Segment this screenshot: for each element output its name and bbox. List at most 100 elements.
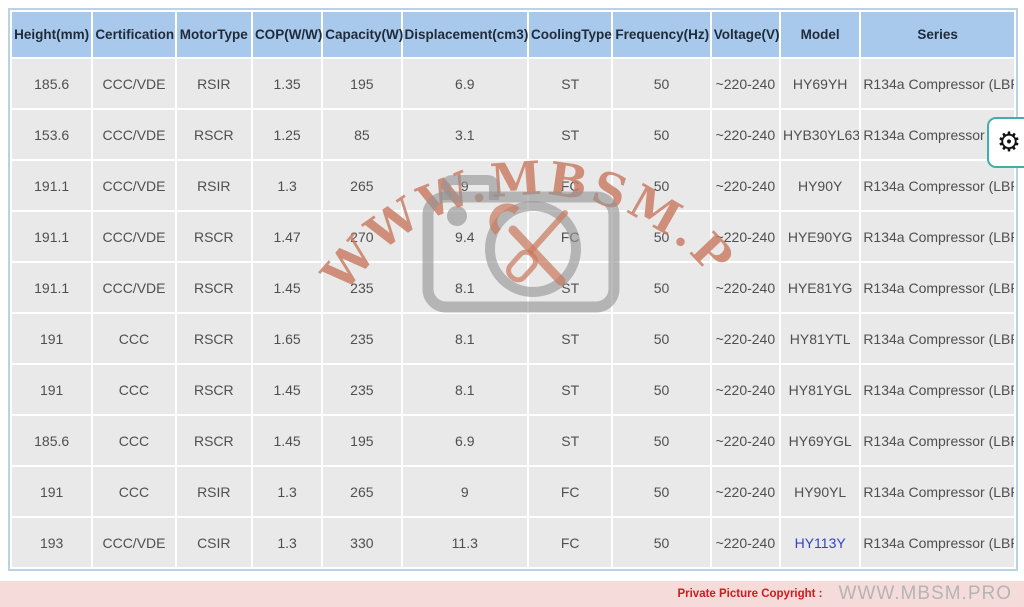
table-cell: CCC/VDE — [93, 59, 175, 108]
table-cell: RSCR — [176, 416, 251, 465]
column-header: COP(W/W) — [252, 12, 322, 57]
table-cell: ~220-240 — [711, 110, 779, 159]
table-cell: 153.6 — [12, 110, 92, 159]
table-cell: RSCR — [176, 314, 251, 363]
column-header: MotorType — [176, 12, 251, 57]
settings-button[interactable]: ⚙ — [987, 117, 1024, 168]
table-cell: HYB30YL63 — [781, 110, 860, 159]
column-header: Frequency(Hz) — [613, 12, 710, 57]
table-cell: 6.9 — [402, 416, 528, 465]
table-cell: R134a Compressor (LBP) — [861, 59, 1014, 108]
table-row: 153.6 CCC/VDE RSCR 1.25 85 3.1 ST 50 ~220-240 HYB… — [12, 110, 1014, 159]
table-cell: 1.45 — [252, 365, 322, 414]
table-cell: ~220-240 — [711, 467, 779, 516]
column-header: Displacement(cm3) — [402, 12, 528, 57]
table-cell: R134a Compressor (LBP) — [861, 263, 1014, 312]
table-cell: FC — [529, 212, 612, 261]
table-cell: 1.45 — [252, 416, 322, 465]
table-cell: 50 — [613, 59, 710, 108]
table-cell: HY81YTL — [781, 314, 860, 363]
table-row: 185.6 CCC RSCR 1.45 195 6.9 ST 50 ~220-240 HY69YG… — [12, 416, 1014, 465]
table-cell: 191 — [12, 467, 92, 516]
table-cell: CCC — [93, 416, 175, 465]
table-cell: ~220-240 — [711, 518, 779, 567]
table-cell: 191.1 — [12, 212, 92, 261]
column-header: Capacity(W) — [323, 12, 403, 57]
table-cell: CSIR — [176, 518, 251, 567]
table-cell: 50 — [613, 467, 710, 516]
column-header: Series — [861, 12, 1014, 57]
table-cell: HY69YH — [781, 59, 860, 108]
table-cell: 185.6 — [12, 59, 92, 108]
table-cell: 265 — [323, 467, 401, 516]
table-cell: ~220-240 — [711, 314, 779, 363]
table-cell: 50 — [613, 365, 710, 414]
table-cell: 330 — [323, 518, 401, 567]
table-cell: 265 — [323, 161, 401, 210]
table-cell: 1.47 — [252, 212, 322, 261]
table-cell: RSCR — [176, 263, 251, 312]
column-header: Voltage(V) — [711, 12, 780, 57]
table-cell: 85 — [323, 110, 401, 159]
table-cell: RSCR — [176, 110, 251, 159]
table-cell: CCC — [93, 365, 175, 414]
table-cell: CCC/VDE — [93, 518, 175, 567]
table-cell: 1.45 — [252, 263, 322, 312]
table-cell: R134a Compressor (LBP) — [861, 212, 1014, 261]
table-cell: 1.3 — [252, 467, 322, 516]
table-cell: 185.6 — [12, 416, 92, 465]
table-cell: 191 — [12, 365, 92, 414]
column-header: Height(mm) — [12, 12, 92, 57]
table-cell: RSIR — [176, 161, 251, 210]
table-cell: ST — [529, 59, 612, 108]
table-cell: 50 — [613, 518, 710, 567]
table-row: 193 CCC/VDE CSIR 1.3 330 11.3 FC 50 ~220-240 HY11… — [12, 518, 1014, 567]
table-cell: R134a Compressor (LBP) — [861, 518, 1014, 567]
site-name: WWW.MBSM.PRO — [838, 583, 1012, 604]
table-cell: 235 — [323, 314, 401, 363]
table-row: 191.1 CCC/VDE RSIR 1.3 265 9 FC 50 ~220-240 HY90Y… — [12, 161, 1014, 210]
table-cell: ~220-240 — [711, 161, 779, 210]
table-cell: 193 — [12, 518, 92, 567]
table-cell: FC — [529, 518, 612, 567]
table-cell: 50 — [613, 263, 710, 312]
table-cell: 50 — [613, 110, 710, 159]
table-cell: CCC — [93, 314, 175, 363]
table-cell: ST — [529, 110, 612, 159]
table-cell: 9.4 — [402, 212, 528, 261]
table-cell: HY81YGL — [781, 365, 860, 414]
table-row: 191 CCC RSCR 1.65 235 8.1 ST 50 ~220-240 HY81YTL R… — [12, 314, 1014, 363]
table-row: 185.6 CCC/VDE RSIR 1.35 195 6.9 ST 50 ~220-240 HY… — [12, 59, 1014, 108]
table-cell: CCC/VDE — [93, 161, 175, 210]
table-body: 185.6 CCC/VDE RSIR 1.35 195 6.9 ST 50 ~220-240 HY… — [12, 59, 1014, 567]
table-cell: FC — [529, 467, 612, 516]
table-cell: 1.3 — [252, 161, 322, 210]
table-cell: 195 — [323, 416, 401, 465]
table-row: 191.1 CCC/VDE RSCR 1.47 270 9.4 FC 50 ~220-240 HY… — [12, 212, 1014, 261]
table-cell: ST — [529, 263, 612, 312]
table-cell: ST — [529, 314, 612, 363]
table-cell: 11.3 — [402, 518, 528, 567]
table-cell: R134a Compressor (LBP) — [861, 365, 1014, 414]
table-cell: ~220-240 — [711, 212, 779, 261]
table-cell: 50 — [613, 212, 710, 261]
table-cell: CCC/VDE — [93, 110, 175, 159]
table-cell: 50 — [613, 416, 710, 465]
table-cell: 8.1 — [402, 263, 528, 312]
model-link[interactable]: HY113Y — [781, 518, 860, 567]
table-cell: FC — [529, 161, 612, 210]
table-cell: 195 — [323, 59, 401, 108]
table-row: 191 CCC RSIR 1.3 265 9 FC 50 ~220-240 HY90YL R134a… — [12, 467, 1014, 516]
table-cell: RSCR — [176, 212, 251, 261]
table-cell: CCC/VDE — [93, 263, 175, 312]
table-cell: 9 — [402, 161, 528, 210]
table-cell: 6.9 — [402, 59, 528, 108]
table-cell: ST — [529, 365, 612, 414]
table-cell: 191.1 — [12, 263, 92, 312]
column-header: Certification — [93, 12, 175, 57]
table-cell: HYE90YG — [781, 212, 860, 261]
column-header: CoolingType — [529, 12, 612, 57]
table-cell: 1.25 — [252, 110, 322, 159]
table-cell: 9 — [402, 467, 528, 516]
table-cell: 191.1 — [12, 161, 92, 210]
